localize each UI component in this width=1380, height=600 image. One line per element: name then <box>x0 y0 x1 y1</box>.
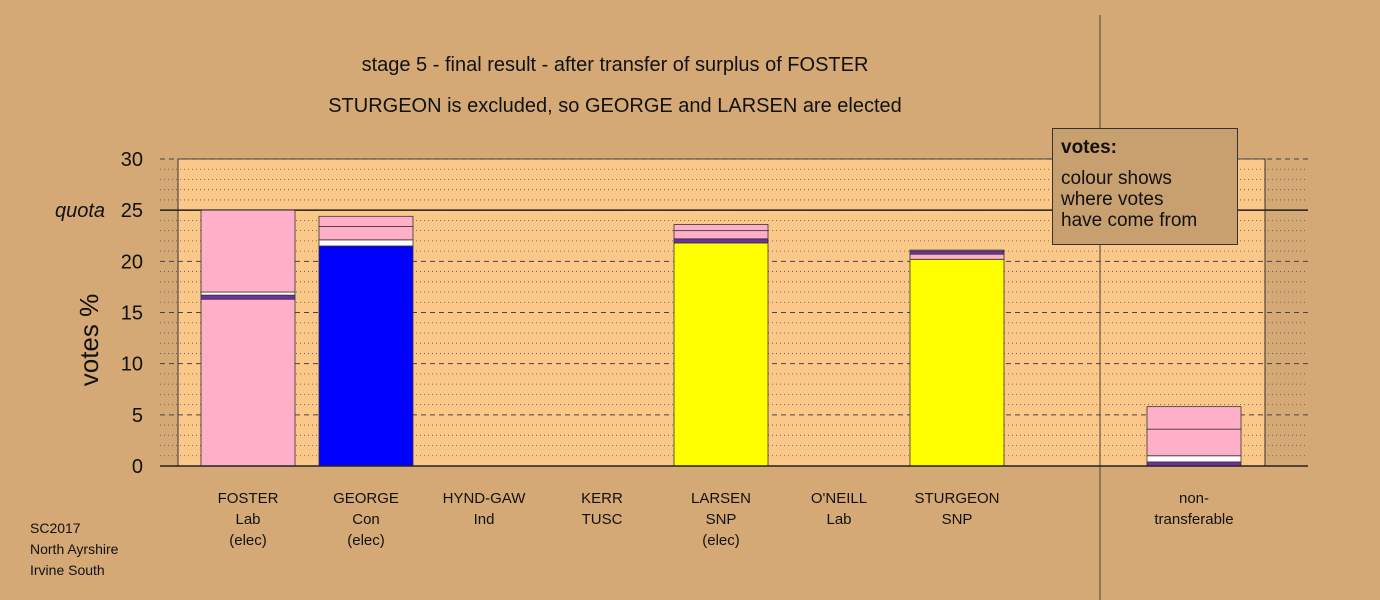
bar-segment <box>673 242 769 467</box>
category-label: FOSTER <box>218 490 279 507</box>
category-label: STURGEON <box>914 490 999 507</box>
legend-line: colour shows <box>1061 168 1172 189</box>
category-label: SNP <box>942 511 973 528</box>
y-tick-label: 25 <box>121 200 143 222</box>
y-tick-label: 30 <box>121 149 143 171</box>
bar-segment <box>318 215 414 227</box>
category-label: LARSEN <box>691 490 751 507</box>
bar-segment <box>673 224 769 232</box>
category-label: transferable <box>1154 511 1233 528</box>
category-label: (elec) <box>702 532 740 549</box>
bar-segment <box>909 253 1005 260</box>
footer-ward: Irvine South <box>30 562 105 578</box>
bar-segment <box>909 249 1005 252</box>
chart-title-stage: stage 5 - final result - after transfer … <box>361 54 869 76</box>
category-label: Con <box>352 511 380 528</box>
footer-election: SC2017 <box>30 520 81 536</box>
bar-segment <box>1146 406 1242 430</box>
category-label: (elec) <box>229 532 267 549</box>
bar-segment <box>200 294 296 300</box>
y-tick-label: 10 <box>121 354 143 376</box>
category-label: SNP <box>706 511 737 528</box>
bar-segment <box>909 250 1005 255</box>
y-tick-label: 15 <box>121 303 143 325</box>
bar-segment <box>673 238 769 244</box>
y-axis-label: votes % <box>74 294 104 387</box>
bar-segment <box>318 226 414 241</box>
bar-segment <box>909 258 1005 467</box>
bar-segment <box>318 245 414 467</box>
bar-segment <box>200 209 296 293</box>
category-label: Lab <box>235 511 260 528</box>
category-label: TUSC <box>582 511 623 528</box>
footer-council: North Ayrshire <box>30 541 119 557</box>
bar-segment <box>200 291 296 296</box>
legend-heading: votes: <box>1061 137 1117 158</box>
y-tick-label: 0 <box>132 456 143 478</box>
bar-segment <box>318 239 414 247</box>
category-label: (elec) <box>347 532 385 549</box>
y-tick-label: 5 <box>132 405 143 427</box>
category-label: GEORGE <box>333 490 399 507</box>
legend-line: have come from <box>1061 210 1198 231</box>
category-label: HYND-GAW <box>443 490 527 507</box>
category-label: Ind <box>474 511 495 528</box>
bar-segment <box>1146 428 1242 457</box>
bar-segment <box>1146 455 1242 463</box>
quota-label: quota <box>55 200 105 222</box>
category-label: O'NEILL <box>811 490 867 507</box>
category-label: KERR <box>581 490 623 507</box>
bar-segment <box>673 230 769 240</box>
y-tick-label: 20 <box>121 251 143 273</box>
bar-segment <box>200 298 296 467</box>
legend-line: where votes <box>1061 189 1164 210</box>
legend-box: votes: colour shows where votes have com… <box>1052 128 1238 245</box>
chart-title-result: STURGEON is excluded, so GEORGE and LARS… <box>328 95 902 117</box>
category-label: Lab <box>826 511 851 528</box>
category-label: non- <box>1179 490 1209 507</box>
